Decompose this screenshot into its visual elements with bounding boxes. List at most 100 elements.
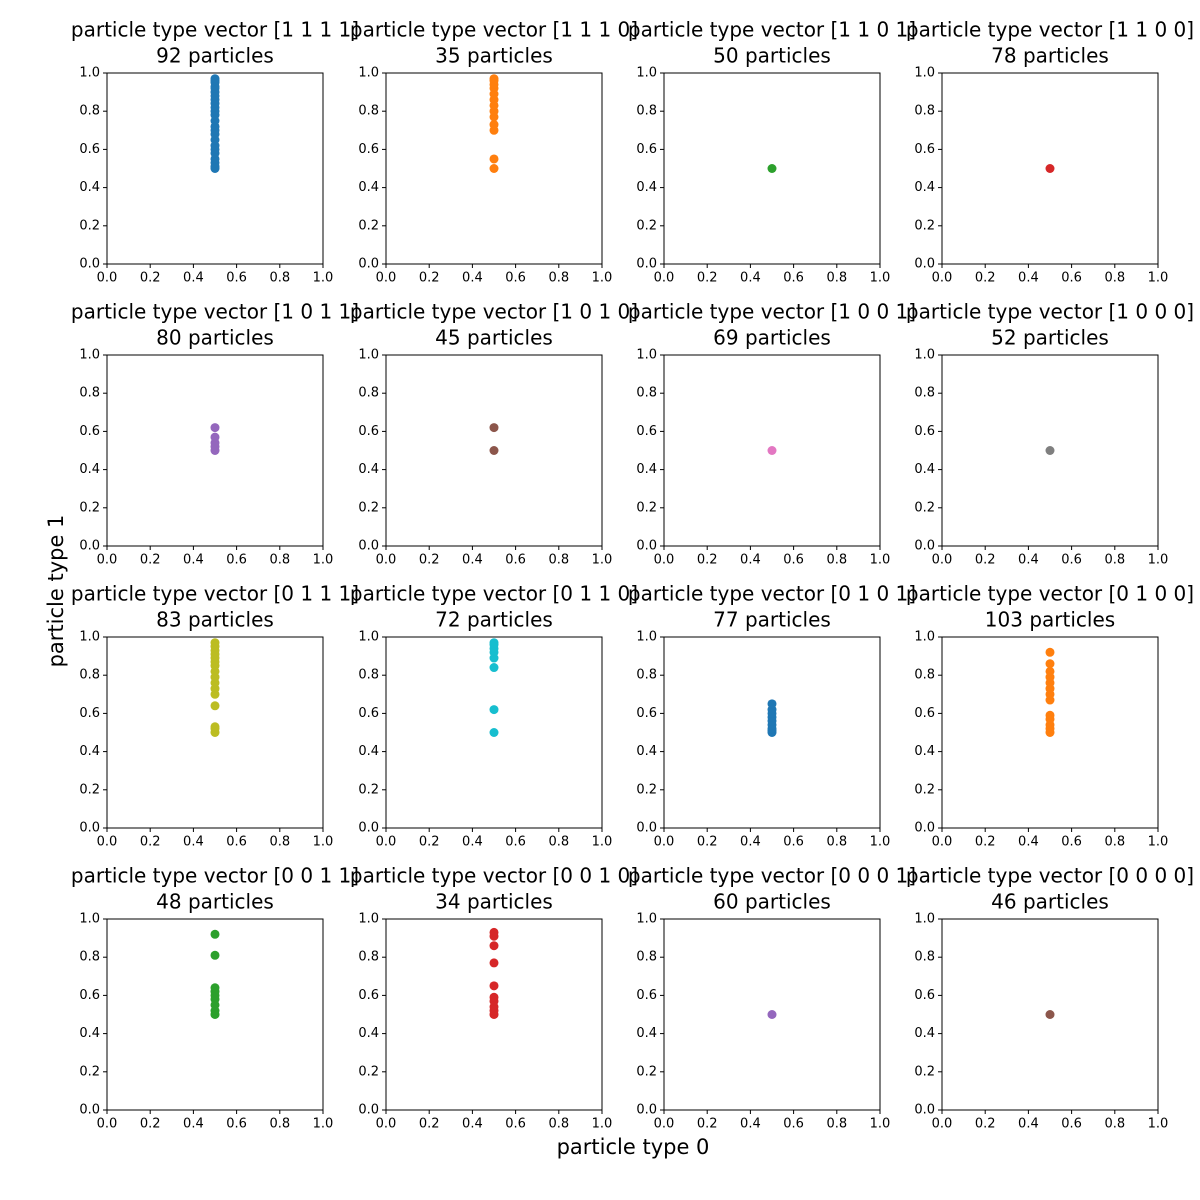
scatter-point — [767, 446, 777, 455]
y-axis-label: particle type 1 — [44, 515, 68, 668]
y-tick-label: 0.4 — [914, 462, 935, 477]
axes-frame — [663, 918, 881, 1111]
y-tick-label: 0.2 — [914, 782, 935, 797]
x-tick-label: 0.0 — [376, 1117, 397, 1132]
x-tick-label: 0.6 — [226, 553, 247, 568]
scatter-point — [489, 120, 499, 130]
scatter-point — [1045, 446, 1055, 455]
y-tick-label: 0.6 — [79, 142, 100, 157]
y-tick-label: 0.8 — [914, 950, 935, 965]
subplot-subtitle: 50 particles — [713, 44, 831, 68]
subplot-subtitle: 69 particles — [713, 326, 831, 350]
y-tick-label: 0.4 — [358, 462, 379, 477]
y-tick-label: 0.4 — [79, 462, 100, 477]
x-tick-label: 0.6 — [505, 835, 526, 850]
x-tick-label: 0.6 — [226, 1117, 247, 1132]
y-tick-label: 1.0 — [914, 912, 935, 927]
x-tick-label: 1.0 — [313, 1117, 334, 1132]
x-tick-label: 0.2 — [975, 271, 996, 286]
y-tick-label: 0.0 — [79, 1103, 100, 1118]
subplot-subtitle: 77 particles — [713, 608, 831, 632]
subplot-title: particle type vector [1 1 1 1] — [71, 18, 359, 42]
scatter-point — [210, 638, 220, 648]
x-tick-label: 0.4 — [183, 271, 204, 286]
scatter-point — [210, 701, 220, 711]
y-tick-label: 0.8 — [358, 668, 379, 683]
subplot-title: particle type vector [0 0 0 0] — [906, 864, 1194, 888]
y-tick-label: 0.0 — [358, 1103, 379, 1118]
scatter-point — [489, 941, 499, 951]
axes-frame — [106, 72, 324, 265]
y-tick-label: 0.0 — [79, 539, 100, 554]
y-tick-label: 0.2 — [358, 782, 379, 797]
x-tick-label: 0.0 — [376, 553, 397, 568]
x-tick-label: 0.2 — [140, 1117, 161, 1132]
x-tick-label: 0.2 — [419, 271, 440, 286]
x-axis-label: particle type 0 — [557, 1135, 710, 1159]
x-tick-label: 0.6 — [783, 271, 804, 286]
scatter-point — [1045, 710, 1055, 720]
scatter-point — [489, 446, 499, 455]
x-tick-label: 0.8 — [548, 553, 569, 568]
y-tick-label: 0.6 — [79, 424, 100, 439]
scatter-point — [1045, 647, 1055, 657]
scatter-point — [489, 927, 499, 937]
x-tick-label: 0.0 — [654, 553, 675, 568]
y-tick-label: 0.0 — [79, 821, 100, 836]
x-tick-label: 0.6 — [1061, 271, 1082, 286]
x-tick-label: 1.0 — [313, 835, 334, 850]
y-tick-label: 0.4 — [914, 180, 935, 195]
scatter-point — [489, 705, 499, 715]
subplot-subtitle: 80 particles — [156, 326, 274, 350]
x-tick-label: 1.0 — [870, 835, 891, 850]
y-tick-label: 0.6 — [636, 142, 657, 157]
scatter-point — [489, 958, 499, 968]
x-tick-label: 1.0 — [592, 271, 613, 286]
scatter-point — [767, 164, 777, 173]
y-tick-label: 0.0 — [358, 257, 379, 272]
scatter-point — [489, 154, 499, 164]
y-tick-label: 0.0 — [358, 821, 379, 836]
y-tick-label: 0.2 — [636, 782, 657, 797]
scatter-point — [210, 722, 220, 732]
x-tick-label: 0.4 — [1018, 835, 1039, 850]
y-tick-label: 0.4 — [79, 180, 100, 195]
scatter-point — [210, 432, 220, 442]
y-tick-label: 0.2 — [914, 500, 935, 515]
axes-frame — [106, 636, 324, 829]
x-tick-label: 0.0 — [97, 1117, 118, 1132]
scatter-point — [489, 663, 499, 673]
x-tick-label: 0.8 — [269, 1117, 290, 1132]
x-tick-label: 0.8 — [1104, 835, 1125, 850]
y-tick-label: 1.0 — [914, 630, 935, 645]
y-tick-label: 0.4 — [358, 744, 379, 759]
axes-frame — [663, 636, 881, 829]
x-tick-label: 0.0 — [97, 553, 118, 568]
y-tick-label: 0.6 — [358, 424, 379, 439]
y-tick-label: 0.8 — [79, 668, 100, 683]
scatter-point — [1045, 164, 1055, 173]
scatter-point — [489, 728, 499, 737]
y-tick-label: 1.0 — [79, 348, 100, 363]
y-tick-label: 1.0 — [636, 66, 657, 81]
subplot-title: particle type vector [1 1 0 1] — [628, 18, 916, 42]
y-tick-label: 0.6 — [636, 424, 657, 439]
axes-frame — [941, 636, 1159, 829]
y-tick-label: 0.6 — [79, 988, 100, 1003]
x-tick-label: 0.4 — [740, 271, 761, 286]
subplot-title: particle type vector [0 0 1 1] — [71, 864, 359, 888]
y-tick-label: 0.6 — [358, 706, 379, 721]
subplot-subtitle: 35 particles — [435, 44, 553, 68]
x-tick-label: 0.2 — [697, 1117, 718, 1132]
x-tick-label: 0.4 — [740, 553, 761, 568]
y-tick-label: 0.0 — [914, 1103, 935, 1118]
subplot-subtitle: 60 particles — [713, 890, 831, 914]
y-tick-label: 1.0 — [79, 912, 100, 927]
y-tick-label: 0.8 — [636, 104, 657, 119]
axes-frame — [941, 354, 1159, 547]
scatter-point — [489, 981, 499, 991]
subplot-title: particle type vector [0 1 0 1] — [628, 582, 916, 606]
y-tick-label: 0.4 — [358, 180, 379, 195]
y-tick-label: 0.2 — [358, 1064, 379, 1079]
y-tick-label: 0.6 — [79, 706, 100, 721]
